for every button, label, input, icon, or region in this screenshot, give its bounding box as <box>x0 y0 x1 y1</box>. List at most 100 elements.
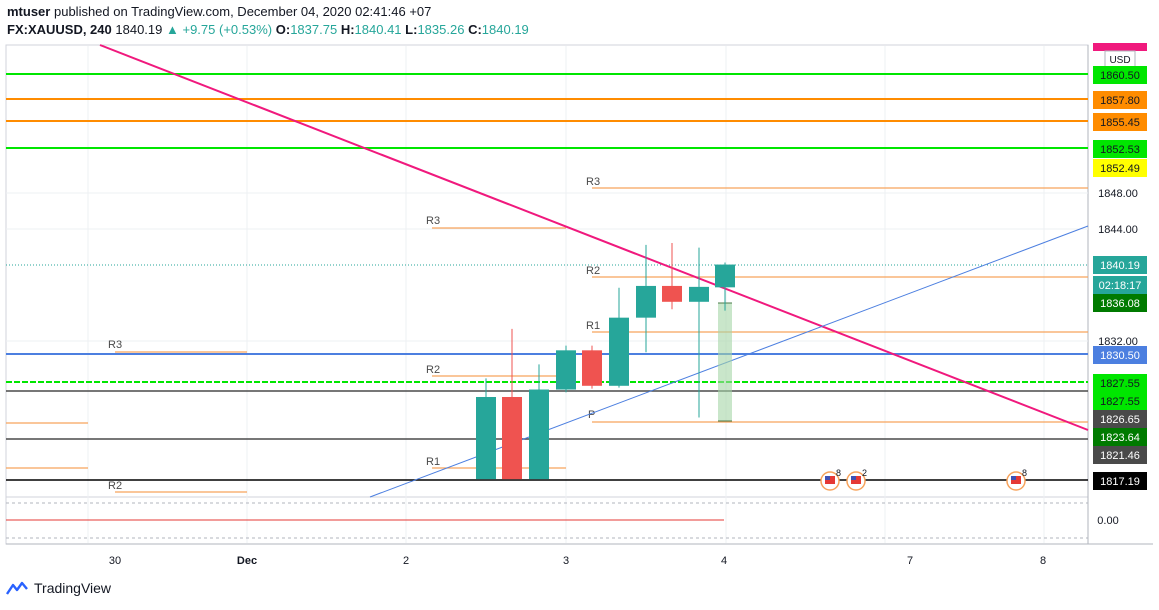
time-tick: 8 <box>1040 555 1046 567</box>
price-tag-bg <box>1093 374 1147 392</box>
price-tag-label: 1827.55 <box>1100 396 1140 408</box>
candle[interactable] <box>636 244 656 353</box>
event-marker[interactable]: 8 <box>1006 468 1027 491</box>
candle-body <box>689 286 709 302</box>
price-tag[interactable]: 1857.80 <box>1093 91 1147 109</box>
price-tag-bg <box>1093 446 1147 464</box>
candle-body <box>529 389 549 480</box>
flag-canton <box>851 476 856 480</box>
price-axis[interactable]: USD 1860.50 1857.80 1855.45 1852.53 1830.50 18… <box>1093 43 1147 527</box>
price-tag-label: 1855.45 <box>1100 117 1140 129</box>
price-tag-bg <box>1093 346 1147 364</box>
pivot-label: R1 <box>426 456 440 468</box>
price-tag[interactable]: 1827.55 <box>1093 374 1147 392</box>
price-tag-bg <box>1093 428 1147 446</box>
footer-brand: TradingView <box>34 580 112 596</box>
candle-body <box>662 285 682 302</box>
open-value: 1837.75 <box>290 22 338 37</box>
candle-body <box>715 264 735 288</box>
low-value: 1835.26 <box>417 22 465 37</box>
last-price: 1840.19 <box>115 22 163 37</box>
high-value: 1840.41 <box>354 22 402 37</box>
price-tag-bg <box>1093 140 1147 158</box>
event-marker[interactable]: 8 <box>820 468 841 491</box>
publish-info: mtuser published on TradingView.com, Dec… <box>7 4 431 19</box>
price-tag[interactable]: 1855.45 <box>1093 113 1147 131</box>
price-tag-label: 1836.08 <box>1100 298 1140 310</box>
price-tag[interactable]: 1840.19 <box>1093 256 1147 274</box>
event-marker[interactable]: 2 <box>846 468 867 491</box>
price-tick: 1848.00 <box>1098 188 1138 200</box>
pivot-label: R1 <box>586 320 600 332</box>
price-tag[interactable]: 1852.53 <box>1093 140 1147 158</box>
candle[interactable] <box>689 247 709 418</box>
pivot-labels: R3 R2 R3 R2 R1 R3 R2 R1 P <box>108 176 600 492</box>
candle[interactable] <box>529 364 549 480</box>
price-tag-label: 1852.49 <box>1100 163 1140 175</box>
price-tag-label: 1840.19 <box>1100 260 1140 272</box>
time-tick: Dec <box>237 555 257 567</box>
price-tag-label: 1830.50 <box>1100 350 1140 362</box>
price-tag-bg <box>1093 113 1147 131</box>
event-count: 8 <box>836 468 841 478</box>
price-tag-bg <box>1093 276 1147 294</box>
price-tag[interactable]: 02:18:17 <box>1093 276 1147 294</box>
candle[interactable] <box>582 345 602 389</box>
economic-events[interactable]: 8 2 8 <box>820 468 1027 491</box>
price-tag-label: 1817.19 <box>1100 476 1140 488</box>
price-tag-label: 1821.46 <box>1100 450 1140 462</box>
candle[interactable] <box>556 345 576 393</box>
high-label: H: <box>340 22 355 37</box>
price-tag-label: 1823.64 <box>1100 432 1140 444</box>
candle[interactable] <box>609 287 629 388</box>
indicator-tick: 0.00 <box>1097 515 1118 527</box>
candle[interactable] <box>715 262 735 311</box>
symbol-label: FX:XAUUSD, 240 <box>7 22 112 37</box>
time-axis[interactable]: 30 Dec 2 3 4 7 8 <box>109 555 1046 567</box>
hidden-top-tag <box>1093 43 1147 51</box>
projection-box[interactable] <box>718 303 732 421</box>
close-label: C: <box>468 22 482 37</box>
candle[interactable] <box>502 328 522 480</box>
time-tick: 7 <box>907 555 913 567</box>
candle-body <box>476 396 496 480</box>
event-count: 8 <box>1022 468 1027 478</box>
price-tag-bg <box>1093 91 1147 109</box>
pivot-label: R3 <box>426 215 440 227</box>
downtrend-line[interactable] <box>99 44 1089 431</box>
price-tag[interactable]: 1821.46 <box>1093 446 1147 464</box>
candle[interactable] <box>476 378 496 480</box>
price-tag[interactable]: 1830.50 <box>1093 346 1147 364</box>
publish-text: published on TradingView.com, December 0… <box>53 4 432 19</box>
price-tag-label: 1826.65 <box>1100 414 1140 426</box>
price-tag-label: 1857.80 <box>1100 95 1140 107</box>
price-tick: 1844.00 <box>1098 224 1138 236</box>
candle-body <box>636 285 656 318</box>
candle-body <box>582 350 602 386</box>
pivot-lines <box>6 187 1088 493</box>
price-tag-label: 1827.55 <box>1100 378 1140 390</box>
price-tag-bg <box>1093 472 1147 490</box>
pivot-label: R3 <box>586 176 600 188</box>
price-tag-bg <box>1093 159 1147 177</box>
price-tag[interactable]: 1860.50 <box>1093 66 1147 84</box>
price-tag[interactable]: 1826.65 <box>1093 410 1147 428</box>
candles[interactable] <box>476 242 735 480</box>
price-tag[interactable]: 1817.19 <box>1093 472 1147 490</box>
price-tag[interactable]: 1852.49 <box>1093 159 1147 177</box>
change-value: ▲ +9.75 (+0.53%) <box>166 22 273 37</box>
time-tick: 2 <box>403 555 409 567</box>
price-tag-bg <box>1093 410 1147 428</box>
candle[interactable] <box>662 242 682 310</box>
price-tag-bg <box>1093 294 1147 312</box>
price-tag-bg <box>1093 256 1147 274</box>
price-tag-bg <box>1093 66 1147 84</box>
currency-label: USD <box>1109 55 1130 66</box>
price-tag[interactable]: 1823.64 <box>1093 428 1147 446</box>
author-name: mtuser <box>7 4 51 19</box>
price-tag[interactable]: 1827.55 <box>1093 392 1147 410</box>
candle-body <box>609 317 629 386</box>
price-tag[interactable]: 1836.08 <box>1093 294 1147 312</box>
price-tag-label: 1852.53 <box>1100 144 1140 156</box>
